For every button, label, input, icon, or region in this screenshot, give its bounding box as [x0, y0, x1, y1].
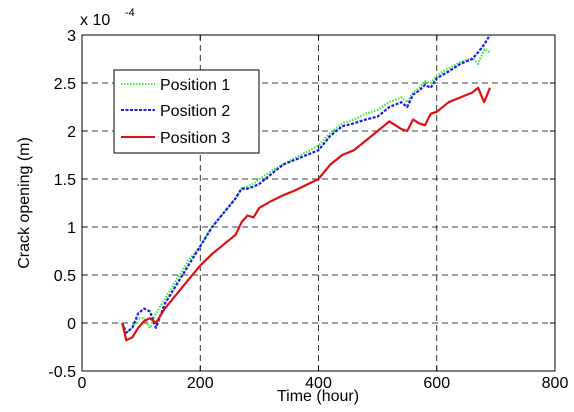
legend-label-position-1: Position 1 [160, 77, 230, 94]
series-line-position-3 [121, 86, 492, 342]
y-multiplier-exponent: -4 [125, 7, 135, 19]
series-line-position-2 [121, 34, 491, 334]
series-line-position-1 [121, 48, 491, 334]
y-axis-title: Crack opening (m) [16, 137, 33, 269]
y-tick-label: 2.5 [54, 76, 76, 93]
tick-labels: 0 200 400 600 800-0.500.511.522.53 [48, 28, 568, 392]
x-tick-label: 400 [305, 375, 332, 392]
y-tick-label: 1.5 [54, 172, 76, 189]
x-axis-title: Time (hour) [277, 388, 359, 405]
legend-label-position-3: Position 3 [160, 130, 230, 147]
legend-box [113, 69, 260, 154]
series-lines [121, 34, 492, 342]
x-tick-label: 200 [187, 375, 214, 392]
y-tick-label: 2 [67, 124, 76, 141]
x-tick-label: 0 [78, 375, 87, 392]
x-tick-label: 800 [542, 375, 569, 392]
y-tick-label: 0 [67, 316, 76, 333]
y-tick-label: 0.5 [54, 268, 76, 285]
axis-ticks [81, 34, 556, 372]
y-tick-label: 1 [67, 220, 76, 237]
legend: Position 1 Position 2 Position 3 [113, 69, 260, 154]
y-multiplier-base: x 10 [80, 12, 110, 29]
y-tick-label: -0.5 [48, 364, 76, 381]
legend-label-position-2: Position 2 [160, 103, 230, 120]
y-tick-label: 3 [67, 28, 76, 45]
x-tick-label: 600 [423, 375, 450, 392]
